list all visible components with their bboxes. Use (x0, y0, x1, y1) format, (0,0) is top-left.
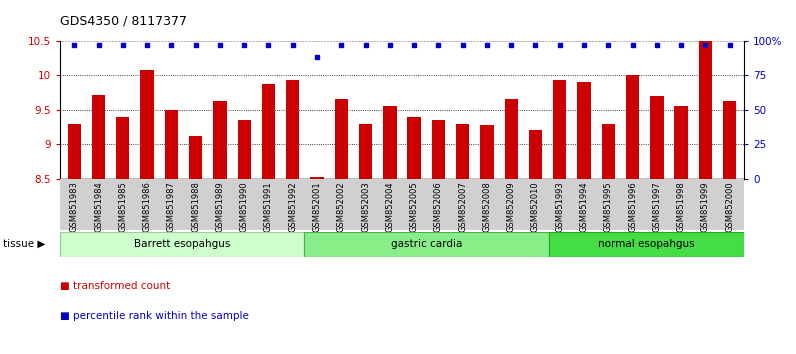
Bar (480, 125, 494, 179)
Text: GSM851996: GSM851996 (628, 181, 637, 232)
Text: ■ transformed count: ■ transformed count (60, 280, 170, 291)
Bar (548, 232, 744, 257)
Text: GSM852001: GSM852001 (313, 181, 322, 232)
Bar (529, 131, 542, 179)
Bar (602, 124, 615, 179)
Bar (286, 80, 299, 179)
Bar (723, 101, 736, 179)
Text: GSM851985: GSM851985 (119, 181, 127, 232)
Text: GSM852000: GSM852000 (725, 181, 734, 232)
Bar (304, 232, 548, 257)
Bar (359, 124, 373, 179)
Bar (674, 106, 688, 179)
Text: GSM852006: GSM852006 (434, 181, 443, 232)
Text: normal esopahgus: normal esopahgus (598, 239, 695, 249)
Bar (431, 120, 445, 179)
Bar (650, 96, 664, 179)
Text: GSM851993: GSM851993 (556, 181, 564, 232)
Text: GSM851991: GSM851991 (264, 181, 273, 232)
Text: GSM851983: GSM851983 (70, 181, 79, 232)
Bar (68, 124, 81, 179)
Text: GSM852005: GSM852005 (410, 181, 419, 232)
Text: Barrett esopahgus: Barrett esopahgus (134, 239, 230, 249)
Text: GDS4350 / 8117377: GDS4350 / 8117377 (60, 14, 187, 27)
Bar (60, 232, 304, 257)
Text: GSM851997: GSM851997 (653, 181, 661, 232)
Bar (626, 75, 639, 179)
Text: gastric cardia: gastric cardia (391, 239, 462, 249)
Bar (262, 84, 275, 179)
Text: GSM851988: GSM851988 (191, 181, 200, 232)
Bar (92, 95, 105, 179)
Bar (383, 106, 396, 179)
Bar (456, 124, 470, 179)
Bar (237, 120, 251, 179)
Text: GSM852004: GSM852004 (385, 181, 394, 232)
Text: GSM851994: GSM851994 (579, 181, 588, 232)
Bar (189, 136, 202, 179)
Text: GSM851990: GSM851990 (240, 181, 248, 232)
Text: GSM852010: GSM852010 (531, 181, 540, 232)
Text: tissue ▶: tissue ▶ (3, 239, 45, 249)
Bar (699, 1, 712, 179)
Text: GSM851984: GSM851984 (94, 181, 103, 232)
Text: GSM851992: GSM851992 (288, 181, 297, 232)
Bar (577, 82, 591, 179)
Text: GSM851998: GSM851998 (677, 181, 685, 232)
Bar (140, 70, 154, 179)
Bar (310, 177, 324, 179)
Text: GSM852008: GSM852008 (482, 181, 491, 232)
Bar (553, 80, 567, 179)
Text: GSM851995: GSM851995 (604, 181, 613, 232)
Text: GSM851999: GSM851999 (701, 181, 710, 232)
Text: GSM852003: GSM852003 (361, 181, 370, 232)
Text: GSM851987: GSM851987 (167, 181, 176, 232)
Text: GSM851989: GSM851989 (216, 181, 224, 232)
Bar (408, 116, 421, 179)
Text: ■ percentile rank within the sample: ■ percentile rank within the sample (60, 310, 248, 321)
Bar (505, 99, 518, 179)
Text: GSM852007: GSM852007 (458, 181, 467, 232)
Bar (213, 101, 227, 179)
Text: GSM852002: GSM852002 (337, 181, 345, 232)
Bar (334, 99, 348, 179)
Bar (165, 110, 178, 179)
Bar (116, 116, 130, 179)
Text: GSM852009: GSM852009 (507, 181, 516, 232)
Text: GSM851986: GSM851986 (142, 181, 151, 232)
